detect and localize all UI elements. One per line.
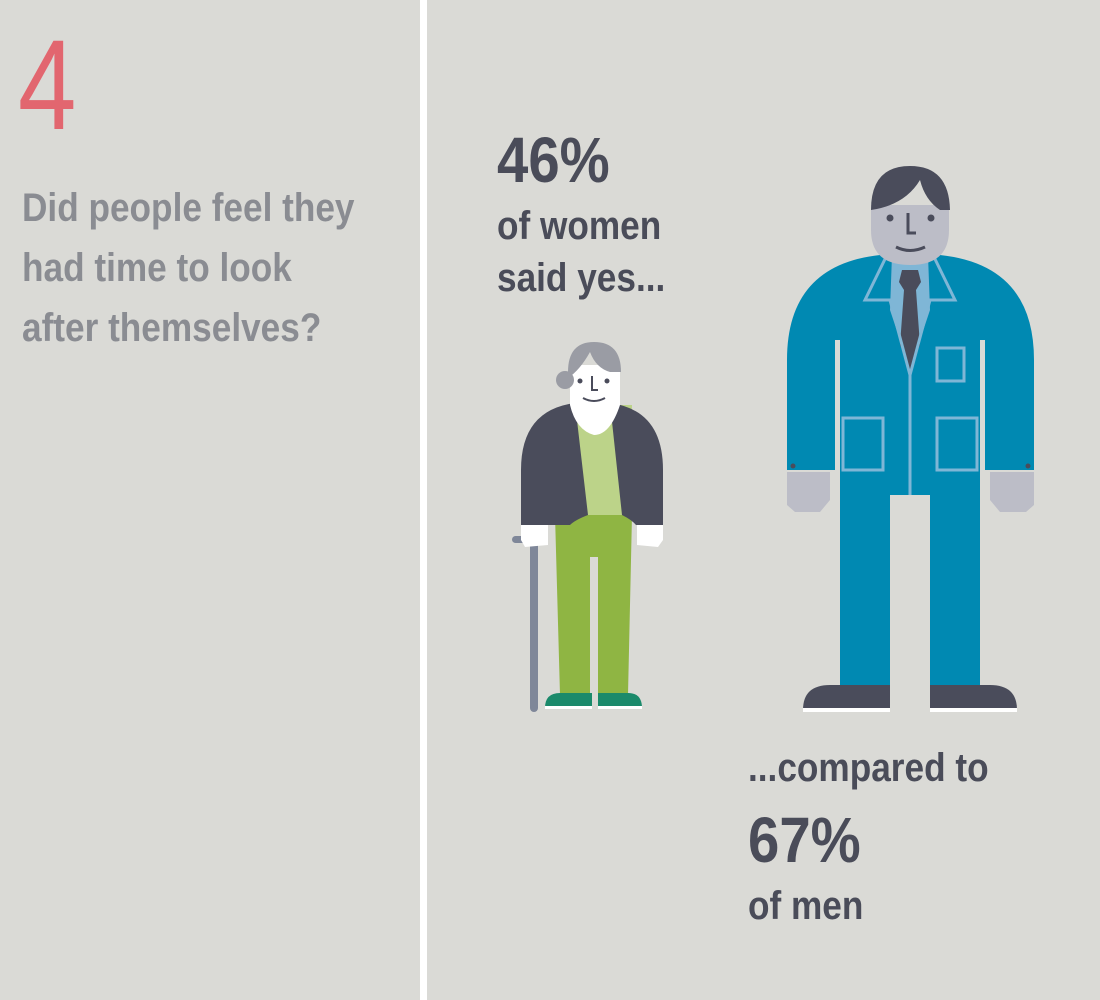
woman-figure-icon [512,342,663,712]
women-caption-line: of women [497,204,662,248]
women-caption-line: said yes... [497,256,666,300]
women-caption: of women said yes... [497,200,665,304]
man-figure-icon [787,166,1034,712]
men-intro: ...compared to [748,746,989,790]
women-percent: 46% [497,124,610,196]
question-line: Did people feel they [22,186,355,230]
men-caption: of men [748,884,864,928]
question-line: had time to look [22,246,292,290]
question-text: Did people feel they had time to look af… [22,178,365,358]
question-line: after themselves? [22,306,322,350]
panel-divider [420,0,427,1000]
men-percent: 67% [748,804,861,876]
question-number: 4 [18,14,77,157]
